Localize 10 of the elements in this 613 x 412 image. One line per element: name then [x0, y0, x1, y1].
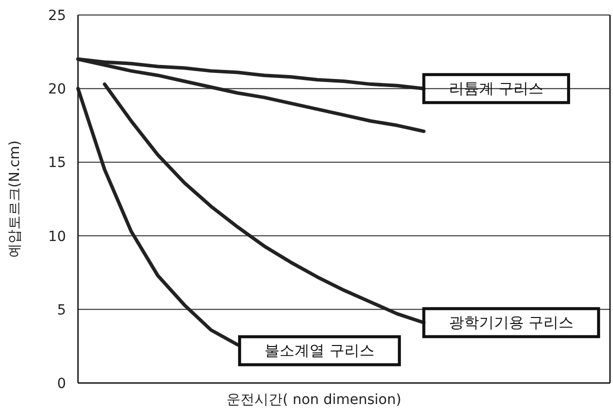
series-label: 광학기기용 구리스 — [448, 314, 574, 332]
y-tick-label: 10 — [48, 228, 66, 245]
y-tick-label: 25 — [48, 8, 66, 24]
series-label: 불소계열 구리스 — [264, 342, 374, 360]
y-tick-label: 20 — [48, 82, 66, 98]
x-axis-title: 운전시간( non dimension) — [226, 392, 402, 408]
y-tick-label: 0 — [57, 376, 66, 392]
y-axis-title: 예압토르크(N.cm) — [7, 140, 23, 258]
y-tick-label: 5 — [57, 302, 66, 318]
y-tick-label: 15 — [48, 155, 66, 172]
